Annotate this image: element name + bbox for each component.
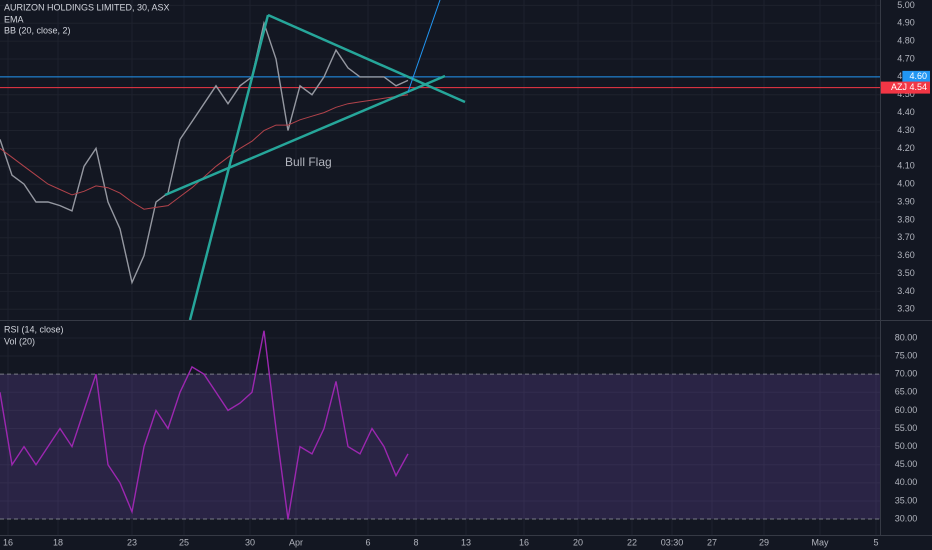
y-tick-label: 3.30 — [897, 304, 915, 314]
y-tick-label: 55.00 — [895, 423, 918, 433]
x-tick-label: 27 — [707, 537, 717, 547]
y-tick-label: 45.00 — [895, 459, 918, 469]
series-line — [0, 94, 409, 210]
y-tick-label: 50.00 — [895, 441, 918, 451]
y-tick-label: 4.20 — [897, 143, 915, 153]
y-tick-label: 3.70 — [897, 232, 915, 242]
y-tick-label: 3.80 — [897, 214, 915, 224]
x-tick-label: 30 — [245, 537, 255, 547]
y-tick-label: 5.00 — [897, 0, 915, 10]
y-tick-label: 3.60 — [897, 250, 915, 260]
x-tick-label: May — [811, 537, 829, 547]
projection-line — [407, 0, 441, 93]
indicator-label: BB (20, close, 2) — [4, 25, 71, 35]
price-label-bg — [902, 70, 930, 83]
y-tick-label: 4.30 — [897, 125, 915, 135]
x-tick-label: 6 — [365, 537, 370, 547]
x-tick-label: 23 — [127, 537, 137, 547]
y-tick-label: 3.90 — [897, 196, 915, 206]
y-tick-label: 4.70 — [897, 53, 915, 63]
x-tick-label: 22 — [627, 537, 637, 547]
y-tick-label: 4.50 — [897, 89, 915, 99]
y-tick-label: 4.00 — [897, 179, 915, 189]
y-tick-label: 3.50 — [897, 268, 915, 278]
annotation: Bull Flag — [285, 155, 332, 169]
x-tick-label: 18 — [53, 537, 63, 547]
x-tick-label: Apr — [289, 537, 303, 547]
y-tick-label: 3.40 — [897, 286, 915, 296]
price-label: 4.60 — [909, 71, 927, 81]
y-tick-label: 4.90 — [897, 18, 915, 28]
x-tick-label: 25 — [179, 537, 189, 547]
x-tick-label: 03:30 — [661, 537, 684, 547]
price-label: AZJ 4.54 — [891, 82, 927, 92]
y-tick-label: 75.00 — [895, 350, 918, 360]
trendline — [267, 13, 466, 104]
grid — [0, 0, 880, 535]
y-tick-label: 4.40 — [897, 107, 915, 117]
y-tick-label: 35.00 — [895, 495, 918, 505]
y-tick-label: 4.10 — [897, 161, 915, 171]
series-line — [0, 330, 409, 520]
x-tick-label: 8 — [413, 537, 418, 547]
x-tick-label: 16 — [3, 537, 13, 547]
x-tick-label: 13 — [461, 537, 471, 547]
y-tick-label: 30.00 — [895, 513, 918, 523]
x-tick-label: 20 — [573, 537, 583, 547]
y-tick-label: 65.00 — [895, 387, 918, 397]
rsi-band — [0, 374, 880, 520]
indicator-label: RSI (14, close) — [4, 324, 64, 334]
trendline — [164, 74, 446, 197]
chart-title: AURIZON HOLDINGS LIMITED, 30, ASX — [4, 2, 170, 12]
x-tick-label: 29 — [759, 537, 769, 547]
y-tick-label: 70.00 — [895, 369, 918, 379]
series-line — [0, 20, 409, 285]
plots — [0, 20, 880, 520]
x-tick-label: 16 — [519, 537, 529, 547]
x-tick-label: 5 — [873, 537, 878, 547]
y-tick-label: 80.00 — [895, 332, 918, 342]
indicator-label: EMA — [4, 14, 24, 24]
y-tick-label: 4.80 — [897, 35, 915, 45]
y-tick-label: 60.00 — [895, 405, 918, 415]
indicator-label: Vol (20) — [4, 336, 35, 346]
price-label-bg — [880, 81, 930, 94]
y-tick-label: 40.00 — [895, 477, 918, 487]
